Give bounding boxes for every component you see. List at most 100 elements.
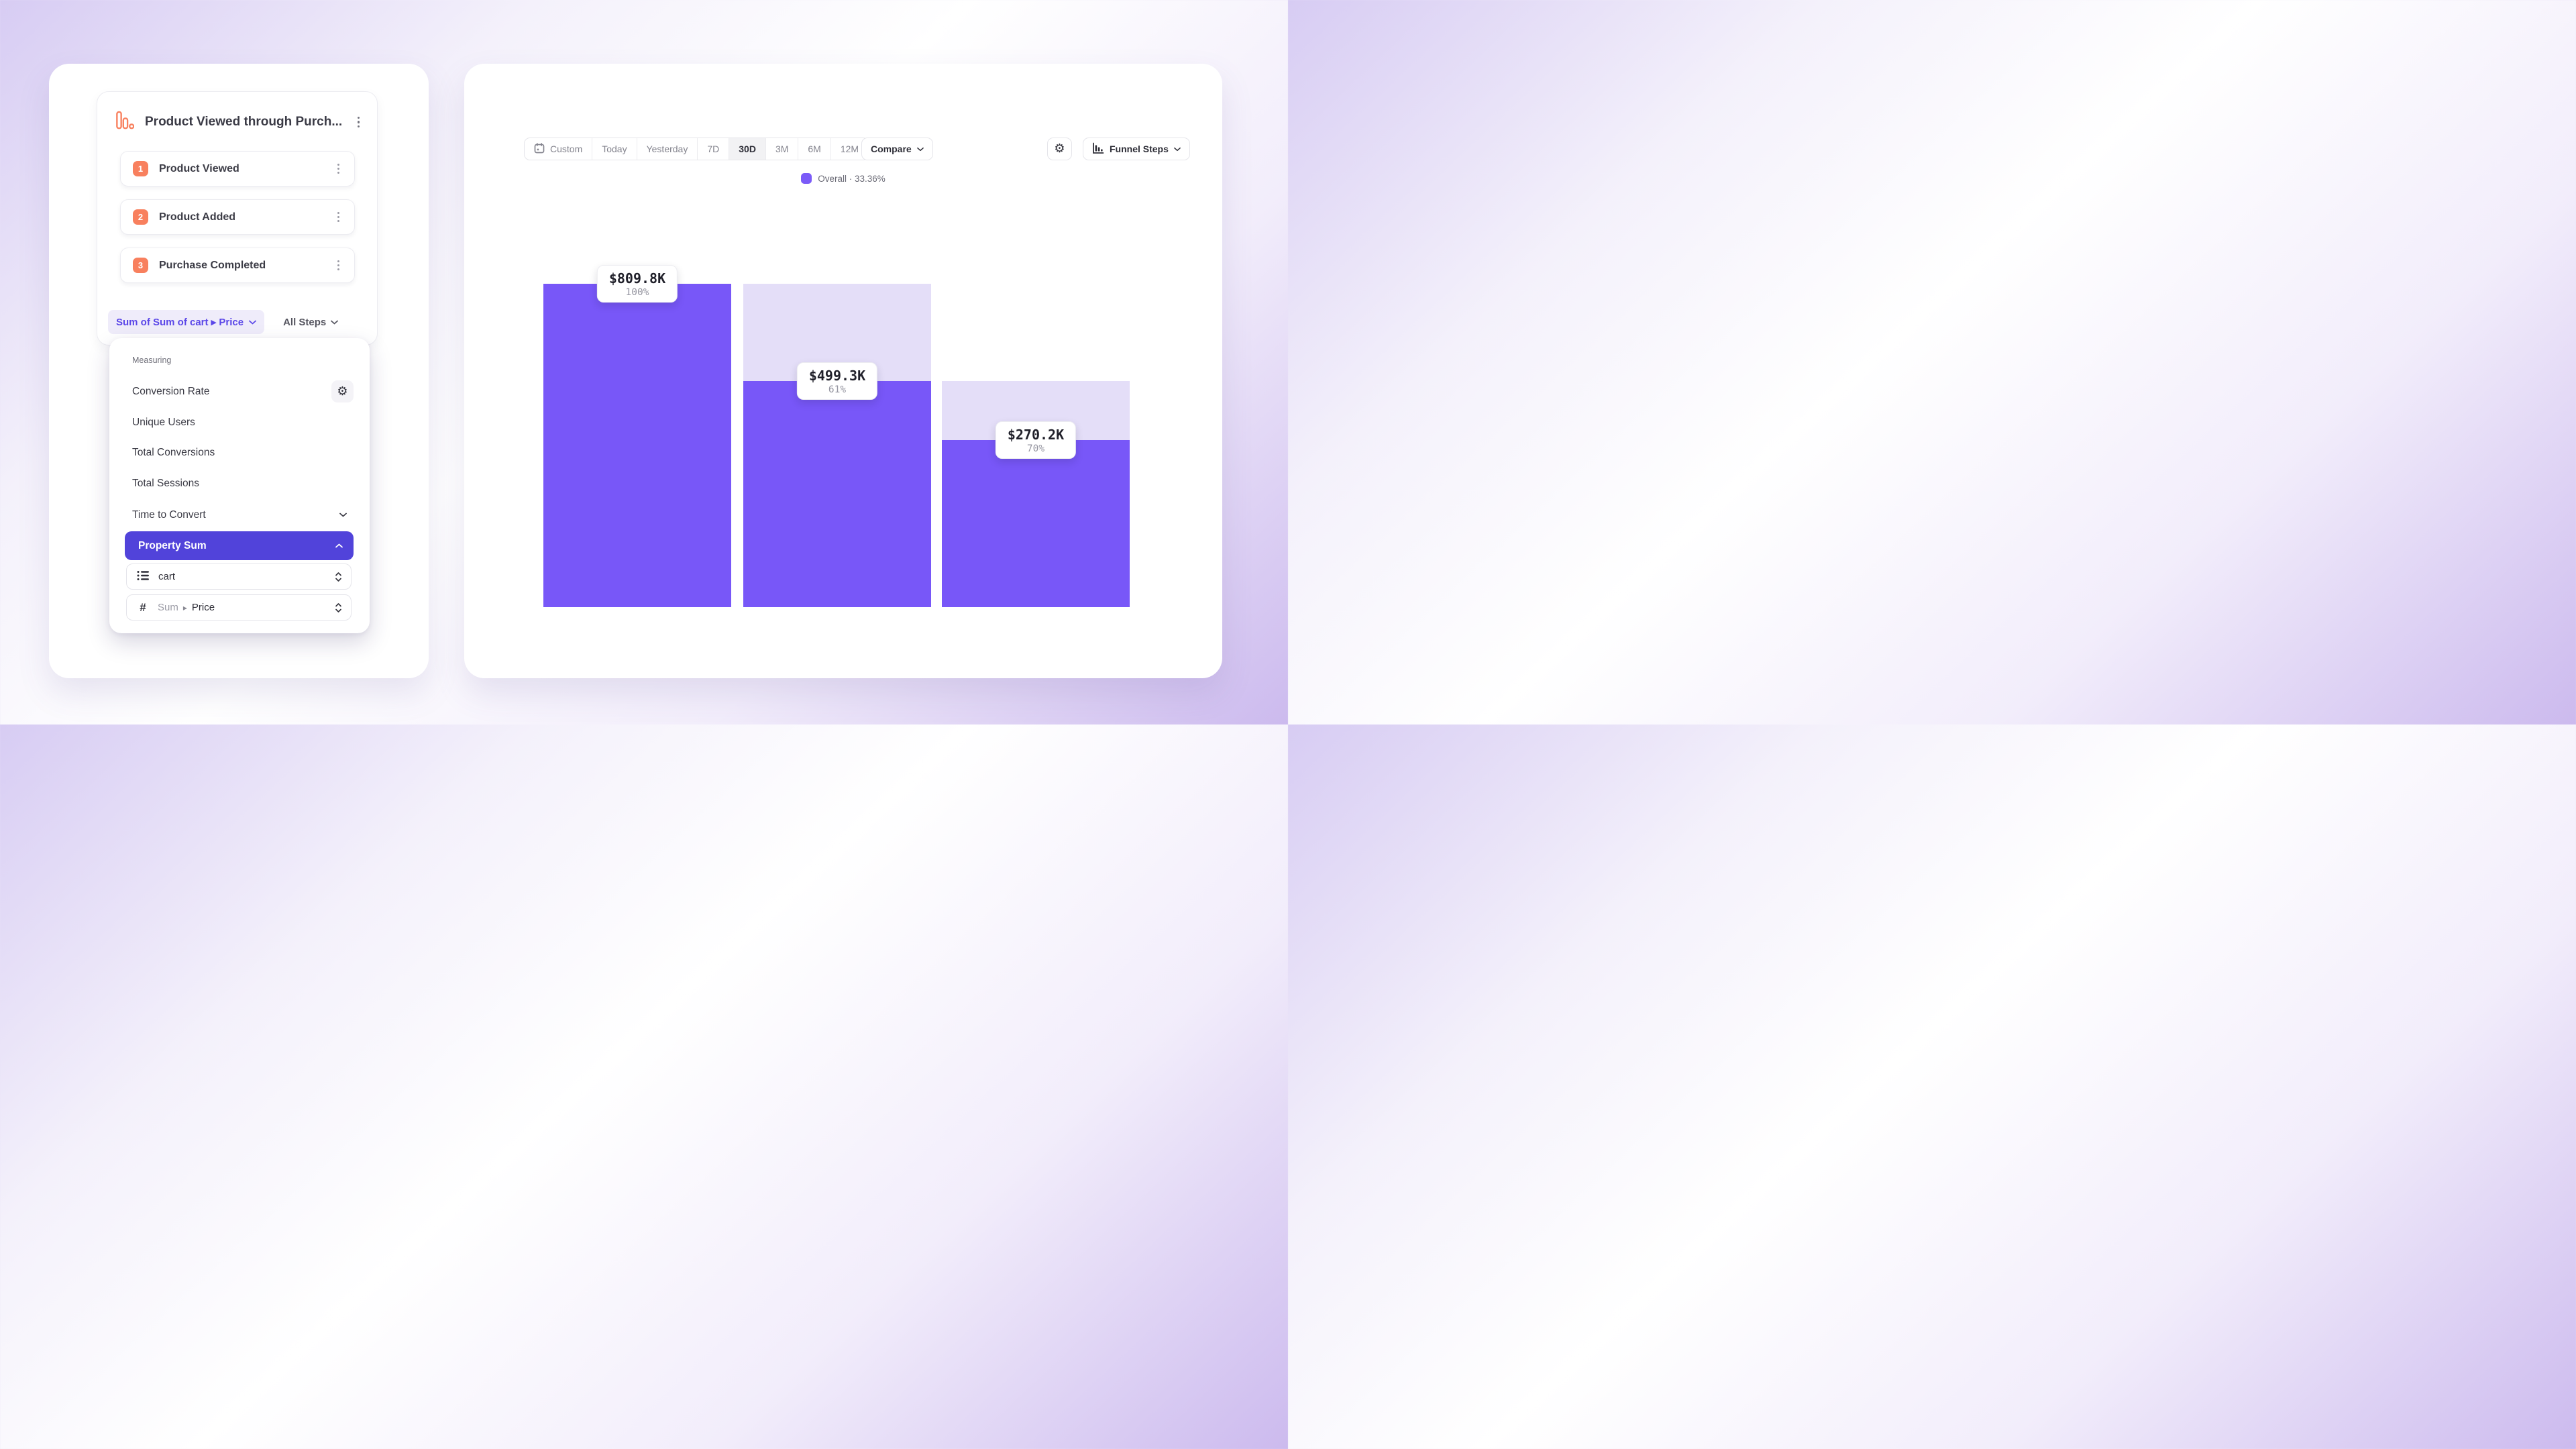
funnel-builder-card: Product Viewed through Purch... 1 Produc… [49, 64, 429, 678]
gear-icon: ⚙ [337, 384, 348, 398]
bar-converted-segment[interactable] [942, 439, 1130, 607]
select-updown-icon [335, 602, 341, 612]
measuring-section-label: Measuring [132, 356, 172, 365]
bar-value-label: $270.2K 70% [995, 421, 1077, 459]
funnel-title: Product Viewed through Purch... [145, 115, 343, 129]
date-range-label: 6M [808, 144, 821, 154]
legend-label: Overall · 33.36% [818, 173, 885, 184]
bar-conversion-pct: 100% [625, 287, 649, 298]
measuring-dropdown-menu: Measuring Conversion Rate ⚙ Unique Users… [109, 338, 370, 633]
steps-scope-dropdown[interactable]: All Steps [283, 316, 339, 328]
menu-item-label: Total Conversions [132, 446, 215, 458]
date-range-label: 3M [775, 144, 789, 154]
bar-chart-icon [116, 111, 135, 134]
date-range-today[interactable]: Today [592, 138, 636, 160]
legend-swatch [801, 173, 812, 184]
funnel-step-3[interactable]: 3 Purchase Completed [120, 248, 355, 283]
view-selector-button[interactable]: Funnel Steps [1083, 138, 1190, 160]
date-range-yesterday[interactable]: Yesterday [636, 138, 698, 160]
chevron-down-icon [331, 320, 339, 325]
aggregation-select[interactable]: # Sum ▸ Price [126, 594, 352, 621]
chevron-up-icon [335, 543, 343, 548]
list-icon [137, 570, 150, 584]
bar-value-label: $499.3K 61% [796, 362, 878, 400]
funnel-chart: $809.8K 100% $499.3K 61% $270.2K 70% [543, 265, 1131, 607]
chart-toolbar: Custom Today Yesterday 7D 30D 3M 6M 12M … [464, 138, 1222, 160]
menu-item-label: Property Sum [138, 539, 207, 551]
date-range-30d[interactable]: 30D [729, 138, 765, 160]
bar-value: $270.2K [1007, 426, 1065, 443]
chevron-down-icon [249, 320, 256, 325]
funnel-menu-kebab-icon[interactable] [354, 113, 364, 132]
property-select-value: cart [158, 571, 176, 582]
date-range-label: Yesterday [646, 144, 688, 154]
compare-button[interactable]: Compare [861, 138, 933, 160]
funnel-step-1[interactable]: 1 Product Viewed [120, 151, 355, 186]
compare-label: Compare [871, 144, 912, 154]
menu-item-total-conversions[interactable]: Total Conversions [117, 437, 362, 468]
funnel-bar-step-2[interactable] [743, 284, 931, 607]
date-range-3m[interactable]: 3M [765, 138, 798, 160]
funnel-steps-icon [1092, 142, 1104, 156]
gear-icon: ⚙ [1054, 142, 1065, 156]
funnel-step-2[interactable]: 2 Product Added [120, 199, 355, 235]
bar-converted-segment[interactable] [543, 284, 731, 607]
bar-value-label: $809.8K 100% [596, 265, 678, 303]
date-range-label: 7D [707, 144, 720, 154]
funnel-steps-panel: Product Viewed through Purch... 1 Produc… [97, 91, 378, 345]
chart-settings-button[interactable]: ⚙ [1047, 138, 1072, 160]
bar-value: $809.8K [608, 270, 666, 286]
menu-item-label: Total Sessions [132, 477, 199, 489]
arrow-right-icon: ▸ [182, 602, 187, 612]
funnel-bar-step-1[interactable] [543, 284, 731, 607]
calendar-icon [534, 142, 545, 156]
menu-item-label: Unique Users [132, 416, 195, 428]
step-kebab-icon[interactable] [333, 208, 343, 226]
step-label: Product Added [159, 211, 236, 223]
hash-icon: # [140, 600, 146, 614]
funnel-chart-card: Custom Today Yesterday 7D 30D 3M 6M 12M … [464, 64, 1222, 678]
date-range-label: Custom [550, 144, 583, 154]
view-selector-label: Funnel Steps [1110, 144, 1169, 154]
step-kebab-icon[interactable] [333, 160, 343, 178]
date-range-12m[interactable]: 12M [830, 138, 868, 160]
measurement-dropdown[interactable]: Sum of Sum of cart ▸ Price [108, 310, 265, 334]
menu-item-total-sessions[interactable]: Total Sessions [117, 468, 362, 498]
measure-row: Sum of Sum of cart ▸ Price All Steps [108, 310, 366, 334]
chevron-down-icon [916, 147, 924, 152]
menu-item-time-to-convert[interactable]: Time to Convert [117, 500, 362, 530]
step-number-badge: 2 [133, 209, 148, 225]
funnel-header: Product Viewed through Purch... [116, 109, 364, 135]
bar-value: $499.3K [808, 367, 866, 384]
property-select[interactable]: cart [126, 564, 352, 590]
date-range-7d[interactable]: 7D [697, 138, 729, 160]
steps-scope-label: All Steps [283, 316, 327, 328]
legend-item-overall[interactable]: Overall · 33.36% [464, 173, 1222, 184]
date-range-custom[interactable]: Custom [525, 138, 592, 160]
conversion-rate-settings-button[interactable]: ⚙ [331, 380, 354, 402]
date-range-label: 12M [840, 144, 859, 154]
menu-item-property-sum[interactable]: Property Sum [125, 531, 354, 560]
date-range-label: 30D [739, 144, 756, 154]
bar-converted-segment[interactable] [743, 380, 931, 607]
date-range-control: Custom Today Yesterday 7D 30D 3M 6M 12M [524, 138, 869, 160]
aggregation-value: Price [191, 602, 215, 613]
step-number-badge: 1 [133, 161, 148, 176]
menu-item-unique-users[interactable]: Unique Users [117, 407, 362, 437]
bar-conversion-pct: 70% [1026, 443, 1045, 454]
step-kebab-icon[interactable] [333, 256, 343, 274]
funnel-bar-step-3[interactable] [942, 284, 1130, 607]
chevron-down-icon [1174, 147, 1181, 152]
select-updown-icon [335, 572, 341, 582]
aggregation-muted-label: Sum [158, 602, 178, 613]
step-label: Product Viewed [159, 162, 239, 174]
date-range-6m[interactable]: 6M [798, 138, 830, 160]
menu-item-label: Conversion Rate [132, 385, 210, 397]
step-number-badge: 3 [133, 258, 148, 273]
measurement-label: Sum of Sum of cart ▸ Price [116, 317, 244, 328]
menu-item-label: Time to Convert [132, 508, 206, 521]
menu-item-conversion-rate[interactable]: Conversion Rate ⚙ [117, 376, 362, 407]
chevron-down-icon [339, 513, 347, 517]
step-label: Purchase Completed [159, 259, 266, 271]
date-range-label: Today [602, 144, 627, 154]
